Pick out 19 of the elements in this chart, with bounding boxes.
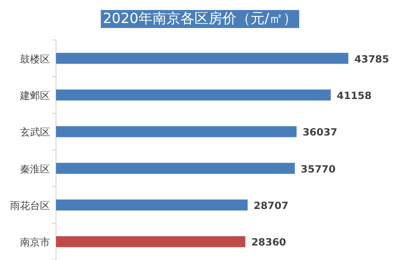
title: 2020年南京各区房价（元/㎡） <box>100 10 300 28</box>
data-label: 28360 <box>251 238 286 249</box>
bar <box>56 90 331 100</box>
y-tick-label: 南京市 <box>20 236 50 249</box>
bar <box>56 162 295 174</box>
bar <box>56 200 248 210</box>
y-tick-label: 玄武区 <box>20 126 50 139</box>
y-tick-label: 秦淮区 <box>20 163 50 176</box>
y-tick-label: 雨花台区 <box>10 200 50 212</box>
y-tick-label: 鼓楼区 <box>20 53 50 66</box>
bar <box>56 126 297 138</box>
data-label: 28707 <box>254 201 288 212</box>
y-tick-label: 建邺区 <box>19 90 50 102</box>
bar <box>56 52 348 64</box>
data-label: 43785 <box>354 54 390 66</box>
bar <box>56 236 246 248</box>
data-label: 36037 <box>302 128 338 139</box>
data-label: 41158 <box>336 91 372 102</box>
data-label: 35770 <box>300 164 336 176</box>
